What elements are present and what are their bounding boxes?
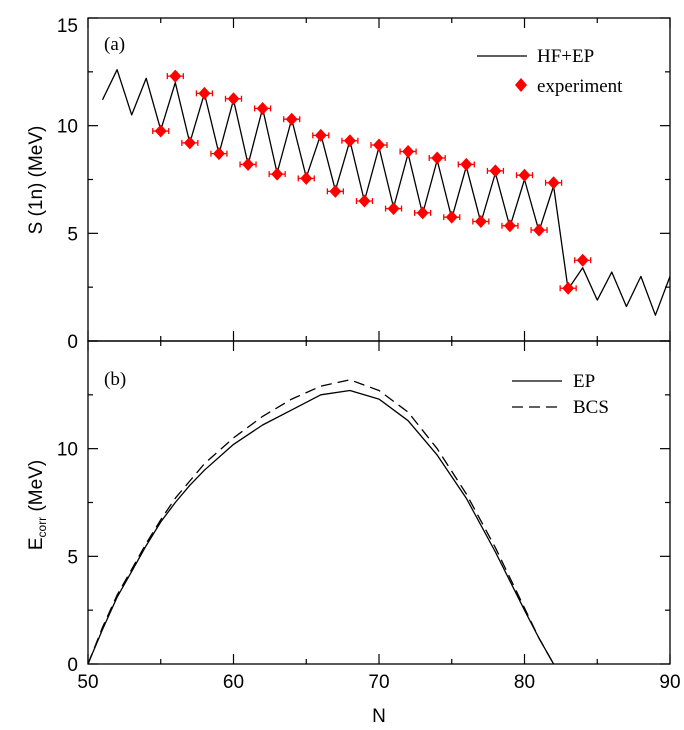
- data-point-experiment: [489, 164, 502, 178]
- series-line-hf-ep: [101, 69, 671, 316]
- data-point-experiment: [183, 136, 196, 150]
- data-point-experiment: [314, 128, 327, 142]
- data-point-experiment: [474, 214, 487, 228]
- legend-bcs-label: BCS: [573, 397, 609, 418]
- data-point-experiment: [227, 92, 240, 106]
- panel-b-ylabel: Ecorr (MeV): [26, 460, 49, 550]
- panel-a-label: (a): [104, 34, 125, 55]
- panel-b-label: (b): [104, 369, 126, 390]
- panel-b-series: [87, 379, 555, 665]
- data-point-experiment: [562, 281, 575, 295]
- panel-a-ylabel: S (1n) (MeV): [26, 126, 47, 235]
- data-point-experiment: [212, 147, 225, 161]
- panel-b-xtick-label: 80: [514, 672, 535, 693]
- legend-ep-label: EP: [573, 371, 595, 392]
- legend-experiment-marker: [515, 78, 527, 92]
- data-point-experiment: [329, 184, 342, 198]
- data-point-experiment: [416, 206, 429, 220]
- panel-a-series: [101, 69, 671, 316]
- panel-a-ytick-label: 0: [67, 332, 78, 353]
- panel-a-ticks: 0 5 10 15: [57, 16, 671, 353]
- series-line-ep: [87, 389, 555, 665]
- panel-a-ytick-label: 15: [57, 16, 78, 37]
- panel-a-ytick-label: 10: [57, 117, 78, 138]
- panel-b-xtick-label: 90: [659, 672, 680, 693]
- data-point-experiment: [300, 171, 313, 185]
- panel-b-xtick-label: 60: [223, 672, 244, 693]
- data-point-experiment: [343, 134, 356, 148]
- data-point-experiment: [402, 145, 415, 159]
- panel-b-xtick-label: 70: [368, 672, 389, 693]
- data-point-experiment: [576, 253, 589, 267]
- data-point-experiment: [271, 167, 284, 181]
- data-point-experiment: [358, 194, 371, 208]
- data-point-experiment: [460, 157, 473, 171]
- data-point-experiment: [518, 168, 531, 182]
- legend-experiment-label: experiment: [537, 76, 623, 97]
- data-point-experiment: [445, 210, 458, 224]
- data-point-experiment: [503, 219, 516, 233]
- data-point-experiment: [256, 101, 269, 115]
- data-point-experiment: [242, 157, 255, 171]
- data-point-experiment: [533, 223, 546, 237]
- data-point-experiment: [431, 151, 444, 165]
- data-point-experiment: [373, 138, 385, 152]
- panel-b-ytick-label: 10: [57, 440, 78, 461]
- x-axis-title: N: [372, 706, 386, 727]
- data-point-experiment: [285, 112, 298, 126]
- data-point-experiment: [387, 202, 400, 216]
- panel-a-ytick-label: 5: [67, 224, 78, 245]
- panel-b-xtick-label: 50: [77, 672, 98, 693]
- panel-b-ytick-label: 0: [67, 655, 78, 676]
- data-point-experiment: [198, 86, 211, 100]
- series-line-bcs: [87, 379, 555, 665]
- data-point-experiment: [547, 176, 560, 190]
- panel-b-ytick-label: 5: [67, 547, 78, 568]
- panel-b-ticks: 0 5 10 50 60 70 80 90: [57, 340, 681, 693]
- data-point-experiment: [169, 69, 182, 83]
- legend-hfep-label: HF+EP: [537, 46, 594, 67]
- data-point-experiment: [154, 124, 167, 138]
